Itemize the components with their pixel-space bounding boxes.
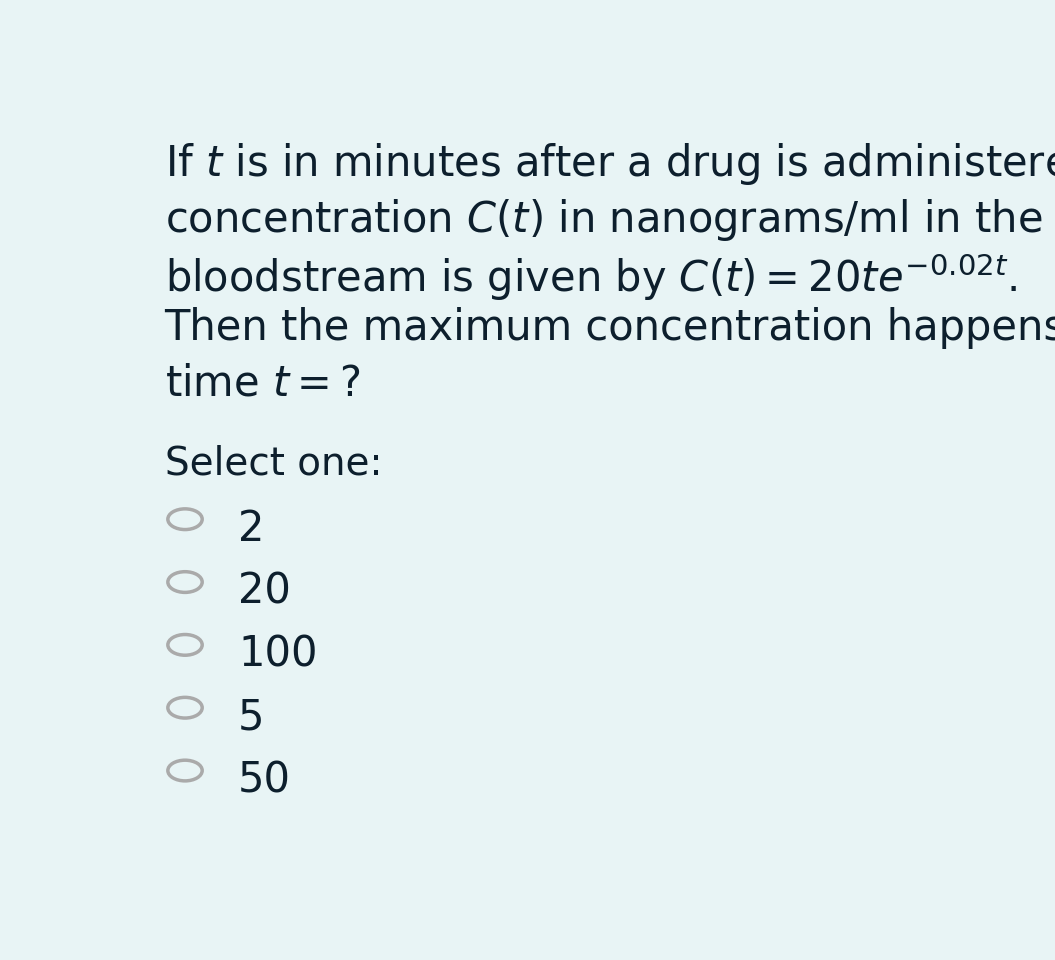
Text: 100: 100	[238, 634, 318, 676]
Text: Then the maximum concentration happens at: Then the maximum concentration happens a…	[165, 307, 1055, 349]
Text: concentration $C(t)$ in nanograms/ml in the: concentration $C(t)$ in nanograms/ml in …	[165, 197, 1042, 243]
Text: 2: 2	[238, 508, 265, 550]
Text: 5: 5	[238, 696, 265, 738]
Text: If $t$ is in minutes after a drug is administered , the: If $t$ is in minutes after a drug is adm…	[165, 141, 1055, 187]
Text: time $t =?$: time $t =?$	[165, 363, 361, 405]
Text: 50: 50	[238, 759, 291, 802]
Text: bloodstream is given by $C(t) = 20te^{-0.02t}$.: bloodstream is given by $C(t) = 20te^{-0…	[165, 252, 1017, 303]
Text: Select one:: Select one:	[165, 444, 382, 482]
Text: 20: 20	[238, 571, 291, 612]
